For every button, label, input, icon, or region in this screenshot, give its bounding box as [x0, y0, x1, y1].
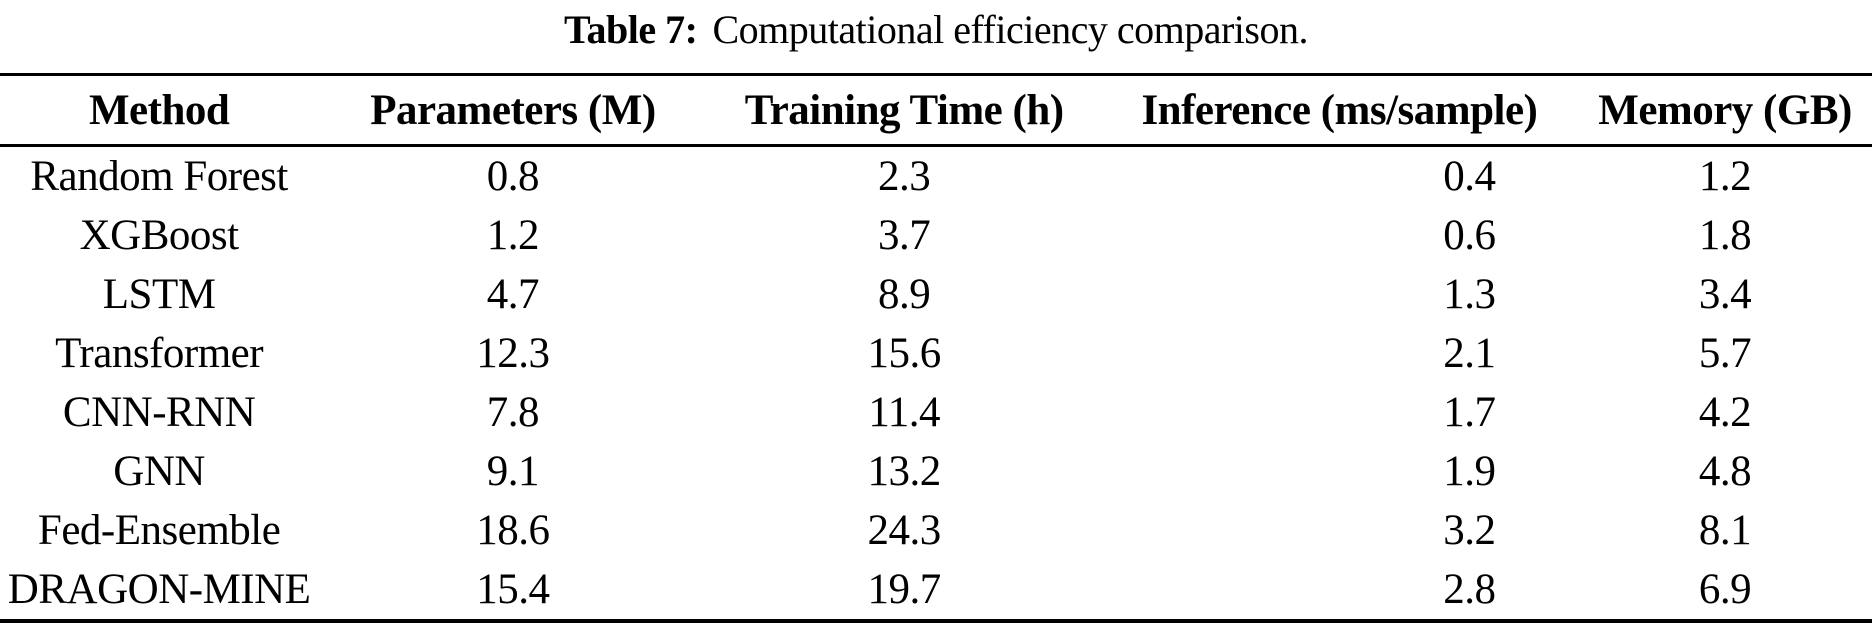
- table-header: Method Parameters (M) Training Time (h) …: [0, 74, 1872, 147]
- value-cell: 15.4: [476, 566, 550, 613]
- column-header-training-time: Training Time (h): [707, 74, 1101, 147]
- header-row: Method Parameters (M) Training Time (h) …: [0, 74, 1872, 147]
- value-cell: 4.8: [1698, 448, 1752, 495]
- value-cell: 15.6: [867, 330, 942, 377]
- value-cell: 1.7: [1443, 389, 1496, 436]
- value-cell: 12.3: [476, 330, 550, 377]
- value-cell: 11.4: [868, 389, 940, 436]
- table-caption-label: Table 7:: [564, 7, 698, 52]
- value-cell: 3.4: [1698, 271, 1752, 318]
- value-cell: 8.1: [1698, 507, 1752, 554]
- column-header-method: Method: [0, 74, 319, 147]
- value-cell: 4.2: [1698, 389, 1752, 436]
- column-header-inference: Inference (ms/sample): [1100, 74, 1579, 147]
- value-cell: 1.3: [1443, 271, 1496, 318]
- value-cell: 18.6: [476, 507, 550, 554]
- value-cell: 24.3: [867, 507, 942, 554]
- method-cell: Random Forest: [30, 153, 288, 200]
- value-cell: 3.7: [878, 212, 931, 259]
- value-cell: 6.9: [1698, 566, 1752, 613]
- value-cell: 9.1: [486, 448, 540, 495]
- value-cell: 19.7: [867, 566, 942, 613]
- method-cell: Transformer: [55, 330, 264, 377]
- method-cell: GNN: [113, 448, 205, 495]
- value-cell: 0.4: [1443, 153, 1496, 200]
- table-row: GNN 9.1 13.2 1.9 4.8: [0, 442, 1872, 501]
- column-header-parameters: Parameters (M): [318, 74, 708, 147]
- value-cell: 0.6: [1443, 212, 1496, 259]
- method-cell: XGBoost: [79, 212, 239, 259]
- table-row: Random Forest 0.8 2.3 0.4 1.2: [0, 146, 1872, 207]
- method-cell: CNN-RNN: [62, 389, 256, 436]
- value-cell: 5.7: [1698, 330, 1752, 377]
- table-caption-text: Computational efficiency comparison.: [712, 7, 1308, 52]
- value-cell: 1.9: [1443, 448, 1496, 495]
- table-row: DRAGON-MINE 15.4 19.7 2.8 6.9: [0, 560, 1872, 621]
- method-cell: LSTM: [102, 271, 216, 318]
- table-row: CNN-RNN 7.8 11.4 1.7 4.2: [0, 383, 1872, 442]
- method-cell: DRAGON-MINE: [7, 566, 311, 613]
- value-cell: 8.9: [878, 271, 931, 318]
- table-row: Fed-Ensemble 18.6 24.3 3.2 8.1: [0, 501, 1872, 560]
- table-body: Random Forest 0.8 2.3 0.4 1.2 XGBoost 1.2 3.7 0.…: [0, 146, 1872, 622]
- value-cell: 0.8: [486, 153, 540, 200]
- table-caption: Table 7: Computational efficiency compari…: [0, 0, 1872, 52]
- value-cell: 1.8: [1698, 212, 1752, 259]
- table-row: Transformer 12.3 15.6 2.1 5.7: [0, 324, 1872, 383]
- value-cell: 1.2: [1698, 153, 1752, 200]
- value-cell: 7.8: [486, 389, 540, 436]
- method-cell: Fed-Ensemble: [37, 507, 281, 554]
- value-cell: 2.8: [1443, 566, 1496, 613]
- column-header-memory: Memory (GB): [1578, 74, 1872, 147]
- value-cell: 1.2: [486, 212, 540, 259]
- value-cell: 2.3: [878, 153, 931, 200]
- value-cell: 13.2: [867, 448, 942, 495]
- value-cell: 3.2: [1443, 507, 1496, 554]
- value-cell: 2.1: [1443, 330, 1496, 377]
- efficiency-table: Method Parameters (M) Training Time (h) …: [0, 73, 1872, 623]
- value-cell: 4.7: [486, 271, 540, 318]
- table-row: LSTM 4.7 8.9 1.3 3.4: [0, 265, 1872, 324]
- table-row: XGBoost 1.2 3.7 0.6 1.8: [0, 206, 1872, 265]
